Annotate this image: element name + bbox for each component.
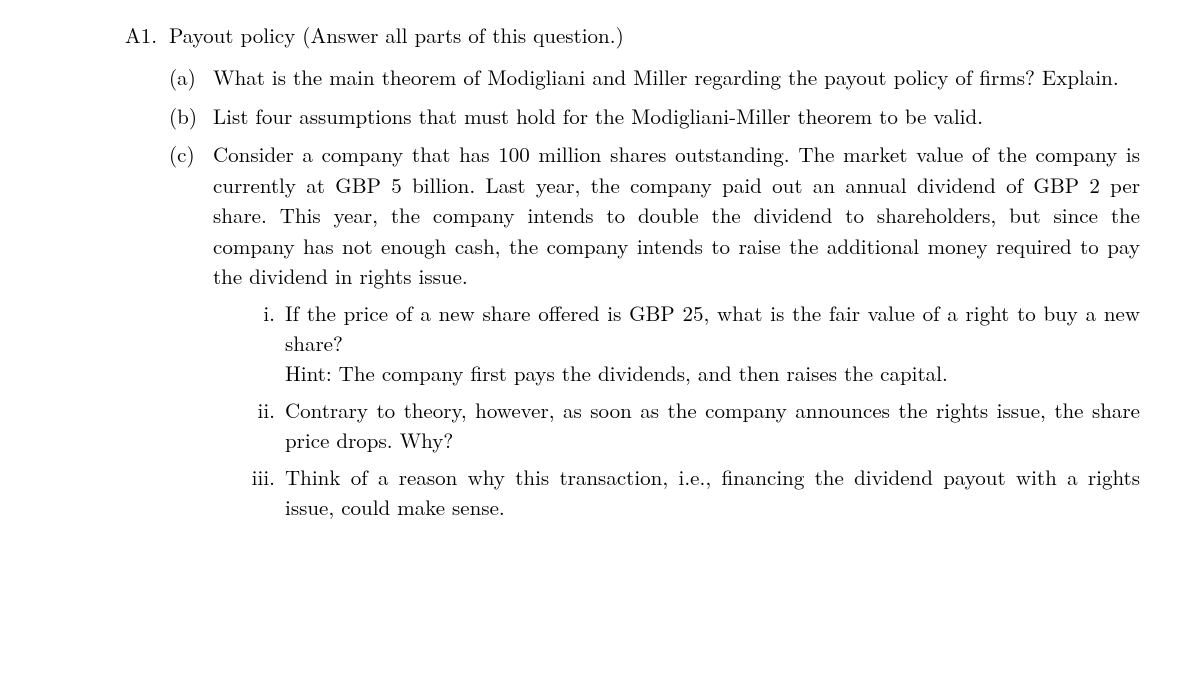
part-a: (a) What is the main theorem of Modiglia… — [169, 62, 1140, 92]
part-c-label: (c) — [169, 139, 213, 169]
question-label: A1. — [125, 20, 169, 50]
part-c-ii: ii. Contrary to theory, however, as soon… — [235, 395, 1140, 456]
question-header: A1. Payout policy (Answer all parts of t… — [125, 20, 1140, 50]
part-c-i-label: i. — [235, 298, 285, 328]
part-a-label: (a) — [169, 62, 213, 92]
part-c-iii-text: Think of a reason why this transaction, … — [285, 462, 1140, 523]
exam-page: A1. Payout policy (Answer all parts of t… — [0, 0, 1200, 557]
part-c-iii: iii. Think of a reason why this transact… — [235, 462, 1140, 523]
part-a-text: What is the main theorem of Modigliani a… — [213, 62, 1140, 92]
part-b: (b) List four assumptions that must hold… — [169, 101, 1140, 131]
part-c-subitems: i. If the price of a new share offered i… — [213, 298, 1140, 523]
part-c-iii-label: iii. — [235, 462, 285, 492]
part-c: (c) Consider a company that has 100 mill… — [169, 139, 1140, 528]
part-c-i-text: If the price of a new share offered is G… — [285, 298, 1140, 358]
part-c-ii-text: Contrary to theory, however, as soon as … — [285, 395, 1140, 456]
part-c-intro: Consider a company that has 100 million … — [213, 139, 1140, 291]
part-b-label: (b) — [169, 101, 213, 131]
part-c-body: Consider a company that has 100 million … — [213, 139, 1140, 528]
part-b-text: List four assumptions that must hold for… — [213, 101, 1140, 131]
question-title: Payout policy (Answer all parts of this … — [169, 20, 1140, 50]
part-c-i-body: If the price of a new share offered is G… — [285, 298, 1140, 389]
part-c-ii-label: ii. — [235, 395, 285, 425]
parts-list: (a) What is the main theorem of Modiglia… — [125, 62, 1140, 528]
part-c-i-hint: Hint: The company first pays the dividen… — [285, 358, 948, 388]
part-c-i: i. If the price of a new share offered i… — [235, 298, 1140, 389]
